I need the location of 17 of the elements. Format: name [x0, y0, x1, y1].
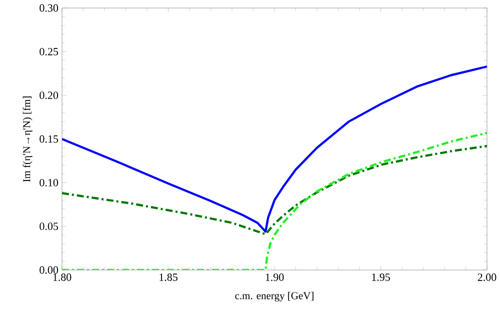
x-axis-title: c.m. energy [GeV] — [235, 292, 314, 302]
x-tick-label: 2.00 — [478, 274, 496, 282]
y-tick-label: 0.10 — [40, 178, 58, 186]
y-tick-label: 0.05 — [40, 222, 58, 230]
y-tick-label: 0.00 — [40, 266, 58, 274]
x-tick-label: 1.80 — [53, 274, 72, 282]
line-series — [62, 132, 487, 270]
x-tick-label: 1.90 — [266, 274, 284, 282]
y-tick-label: 0.15 — [40, 135, 58, 143]
y-tick-label: 0.30 — [40, 4, 58, 12]
y-tick-label: 0.25 — [40, 48, 58, 56]
y-tick-label: 0.20 — [40, 92, 58, 100]
line-series — [62, 144, 487, 236]
x-tick-label: 1.85 — [160, 274, 178, 282]
x-tick-label: 1.95 — [372, 274, 390, 281]
y-axis-title: Im f(η'N→η'N) [fm] — [22, 96, 32, 182]
line-series — [62, 65, 487, 233]
